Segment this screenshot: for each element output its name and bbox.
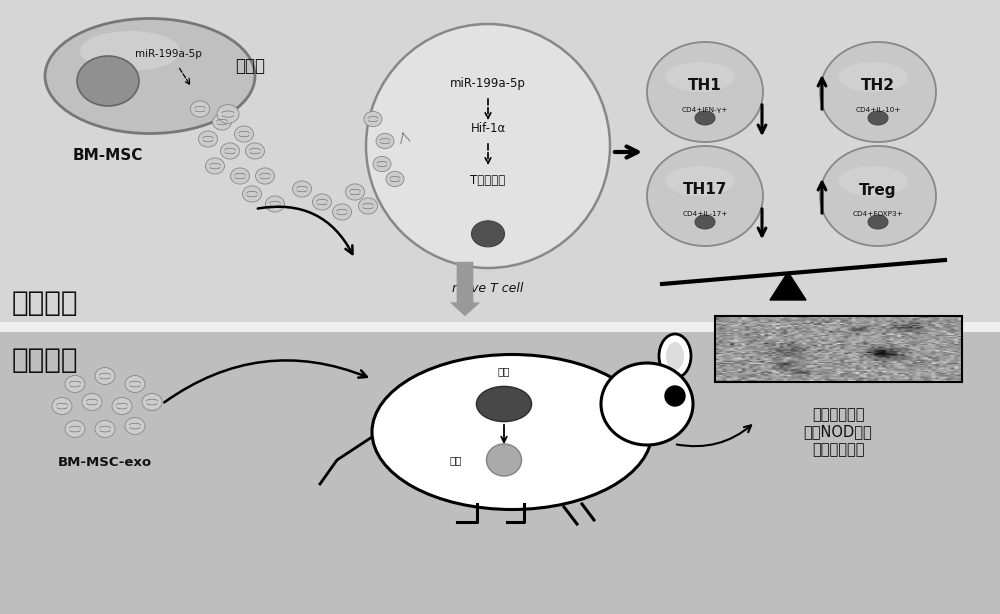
Ellipse shape [659,334,691,378]
Ellipse shape [666,342,684,370]
Ellipse shape [245,143,264,159]
Bar [0,327,1000,614]
Text: CD4+IL-17+: CD4+IL-17+ [682,211,728,217]
Text: 动物实验: 动物实验 [12,346,78,374]
Text: 减轻胰岛炎，
降低NOD小鼠
糖尿病发病率: 减轻胰岛炎， 降低NOD小鼠 糖尿病发病率 [804,407,872,457]
Text: TH1: TH1 [688,79,722,93]
Ellipse shape [868,215,888,229]
Bar [0,0,1000,327]
Ellipse shape [80,31,180,71]
FancyArrowPatch shape [450,262,480,316]
FancyArrowPatch shape [615,147,638,158]
Text: Hif-1α: Hif-1α [470,123,506,136]
Text: Treg: Treg [859,182,897,198]
Ellipse shape [77,56,139,106]
Ellipse shape [472,221,505,247]
FancyArrowPatch shape [164,360,367,402]
Ellipse shape [386,171,404,187]
Ellipse shape [647,42,763,142]
Ellipse shape [206,158,224,174]
Ellipse shape [45,18,255,133]
Ellipse shape [820,146,936,246]
Ellipse shape [838,166,908,196]
Ellipse shape [820,42,936,142]
Ellipse shape [217,104,239,123]
Text: BM-MSC: BM-MSC [73,148,143,163]
Ellipse shape [242,186,262,202]
Ellipse shape [665,386,685,406]
Polygon shape [770,272,806,300]
Text: TH17: TH17 [683,182,727,198]
Ellipse shape [332,204,352,220]
Text: TH2: TH2 [861,79,895,93]
Ellipse shape [477,386,532,421]
Text: CD4+FOXP3+: CD4+FOXP3+ [853,211,903,217]
Ellipse shape [358,198,378,214]
Ellipse shape [868,111,888,125]
Text: 外泌体: 外泌体 [235,57,265,75]
Ellipse shape [82,394,102,411]
Ellipse shape [256,168,274,184]
Ellipse shape [95,368,115,384]
Ellipse shape [364,111,382,126]
Text: T细胞分化: T细胞分化 [470,174,506,187]
Ellipse shape [346,184,364,200]
Text: BM-MSC-exo: BM-MSC-exo [58,456,152,469]
Ellipse shape [212,114,232,130]
Text: miR-199a-5p: miR-199a-5p [135,49,201,59]
FancyArrowPatch shape [677,426,751,446]
Ellipse shape [65,421,85,438]
Ellipse shape [486,444,522,476]
Ellipse shape [372,354,652,510]
Ellipse shape [695,111,715,125]
Ellipse shape [142,394,162,411]
Ellipse shape [292,181,312,197]
Ellipse shape [198,131,218,147]
Ellipse shape [112,397,132,414]
Ellipse shape [125,418,145,435]
Text: ╱╲: ╱╲ [398,131,411,144]
Ellipse shape [312,194,332,210]
Text: 细胞实验: 细胞实验 [12,289,78,317]
Text: 胰腺: 胰腺 [450,455,462,465]
Ellipse shape [266,196,285,212]
Ellipse shape [95,421,115,438]
Ellipse shape [190,101,210,117]
Ellipse shape [373,157,391,172]
Text: CD4+IFN-γ+: CD4+IFN-γ+ [682,107,728,113]
Ellipse shape [601,363,693,445]
Ellipse shape [838,62,908,92]
Ellipse shape [230,168,250,184]
Ellipse shape [220,143,239,159]
Text: miR-199a-5p: miR-199a-5p [450,77,526,90]
Ellipse shape [647,146,763,246]
Text: 脾脏: 脾脏 [498,366,510,376]
Ellipse shape [125,376,145,392]
Ellipse shape [665,62,735,92]
Ellipse shape [234,126,254,142]
Ellipse shape [52,397,72,414]
Ellipse shape [695,215,715,229]
Bar [0,322,1000,332]
Ellipse shape [376,133,394,149]
Bar [715,316,962,382]
Text: naïve T cell: naïve T cell [452,282,524,295]
Text: CD4+IL-10+: CD4+IL-10+ [855,107,901,113]
Ellipse shape [65,376,85,392]
Ellipse shape [665,166,735,196]
FancyArrowPatch shape [258,207,352,254]
Ellipse shape [366,24,610,268]
